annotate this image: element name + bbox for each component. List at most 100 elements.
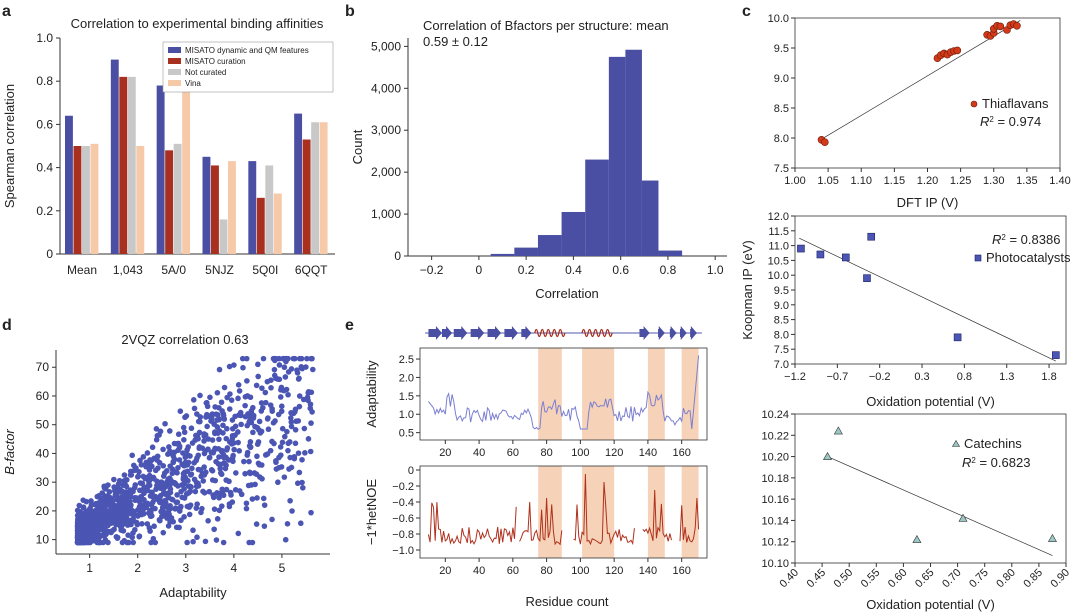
data-point — [125, 510, 132, 517]
chart-title: Correlation to experimental binding affi… — [71, 16, 324, 31]
data-point — [247, 470, 254, 477]
data-point — [242, 470, 248, 477]
data-point — [201, 490, 208, 496]
data-point — [305, 436, 312, 442]
data-point — [136, 533, 143, 539]
data-point — [169, 496, 175, 503]
data-point — [175, 431, 182, 438]
data-line — [573, 473, 635, 546]
data-point — [203, 400, 210, 406]
data-point — [214, 389, 221, 396]
legend-swatch — [168, 80, 181, 86]
legend-marker — [951, 439, 961, 447]
data-point — [177, 408, 184, 415]
x-tick-label: 4 — [231, 561, 238, 575]
y-tick-label: 8.0 — [774, 329, 789, 341]
data-point — [194, 411, 200, 417]
y-tick-label: 7.5 — [774, 344, 789, 356]
x-tick-label: Mean — [67, 263, 97, 277]
data-point — [953, 333, 962, 342]
data-point — [110, 508, 116, 514]
data-point — [281, 364, 288, 371]
data-point — [265, 415, 271, 421]
data-point — [216, 490, 223, 497]
bar — [110, 59, 119, 254]
data-point — [294, 370, 301, 376]
fit-line — [799, 237, 1056, 362]
bar — [136, 146, 145, 254]
data-point — [284, 428, 290, 435]
data-point — [189, 465, 195, 472]
data-point — [253, 521, 260, 527]
histogram-bar — [641, 180, 659, 256]
x-tick-label: 40 — [473, 447, 485, 459]
data-point — [282, 374, 289, 380]
data-point — [214, 417, 220, 423]
data-point — [1013, 21, 1021, 30]
data-point — [151, 493, 157, 500]
data-point — [307, 448, 314, 455]
data-point — [115, 481, 122, 487]
x-tick-label: 0.75 — [967, 567, 991, 591]
y-tick-label: 0.6 — [36, 117, 53, 131]
data-point — [169, 470, 176, 477]
data-point — [143, 463, 149, 470]
r-squared-exponent: 2 — [1001, 233, 1006, 242]
data-point — [254, 441, 261, 448]
data-point — [1052, 351, 1060, 359]
data-point — [271, 440, 277, 447]
bar — [182, 92, 191, 254]
data-point — [106, 488, 113, 495]
data-point — [178, 517, 184, 524]
data-point — [176, 457, 183, 463]
data-point — [160, 446, 166, 453]
data-point — [96, 509, 103, 515]
data-point — [236, 488, 243, 494]
data-point — [206, 455, 213, 461]
data-point — [211, 421, 217, 427]
y-tick-label: 20 — [36, 504, 50, 518]
data-point — [276, 464, 282, 471]
data-point — [216, 366, 223, 373]
data-point — [249, 496, 256, 502]
data-point — [269, 516, 275, 523]
x-tick-label: 80 — [540, 447, 552, 459]
data-point — [278, 452, 284, 458]
x-tick-label: 0.70 — [940, 567, 964, 591]
data-point — [219, 408, 225, 414]
y-tick-label: 10.12 — [761, 537, 789, 549]
data-point — [144, 450, 151, 456]
data-point — [139, 503, 145, 509]
data-point — [833, 426, 843, 435]
data-point — [132, 497, 138, 504]
data-point — [191, 405, 198, 412]
data-point — [912, 534, 922, 543]
data-point — [141, 490, 147, 497]
data-point — [279, 439, 286, 446]
data-point — [210, 492, 216, 498]
data-point — [160, 486, 167, 492]
data-point — [265, 426, 272, 433]
data-point — [181, 429, 188, 436]
data-point — [135, 512, 141, 519]
data-point — [221, 416, 228, 422]
data-point — [245, 482, 252, 489]
y-tick-label: 1.0 — [399, 409, 414, 421]
data-point — [216, 454, 222, 460]
data-point — [299, 456, 305, 463]
data-point — [247, 439, 254, 445]
data-point — [281, 387, 287, 394]
data-point — [282, 536, 289, 543]
data-point — [154, 478, 160, 485]
data-point — [216, 507, 223, 514]
data-point — [195, 435, 201, 442]
data-point — [158, 481, 165, 488]
bar — [219, 219, 228, 254]
highlight-region — [538, 348, 562, 440]
plot-frame — [794, 413, 1067, 564]
y-tick-label: 2.5 — [399, 354, 414, 366]
x-tick-label: 100 — [571, 447, 589, 459]
data-point — [296, 403, 303, 410]
legend-box — [162, 41, 334, 93]
y-tick-label: 10.22 — [761, 430, 789, 442]
